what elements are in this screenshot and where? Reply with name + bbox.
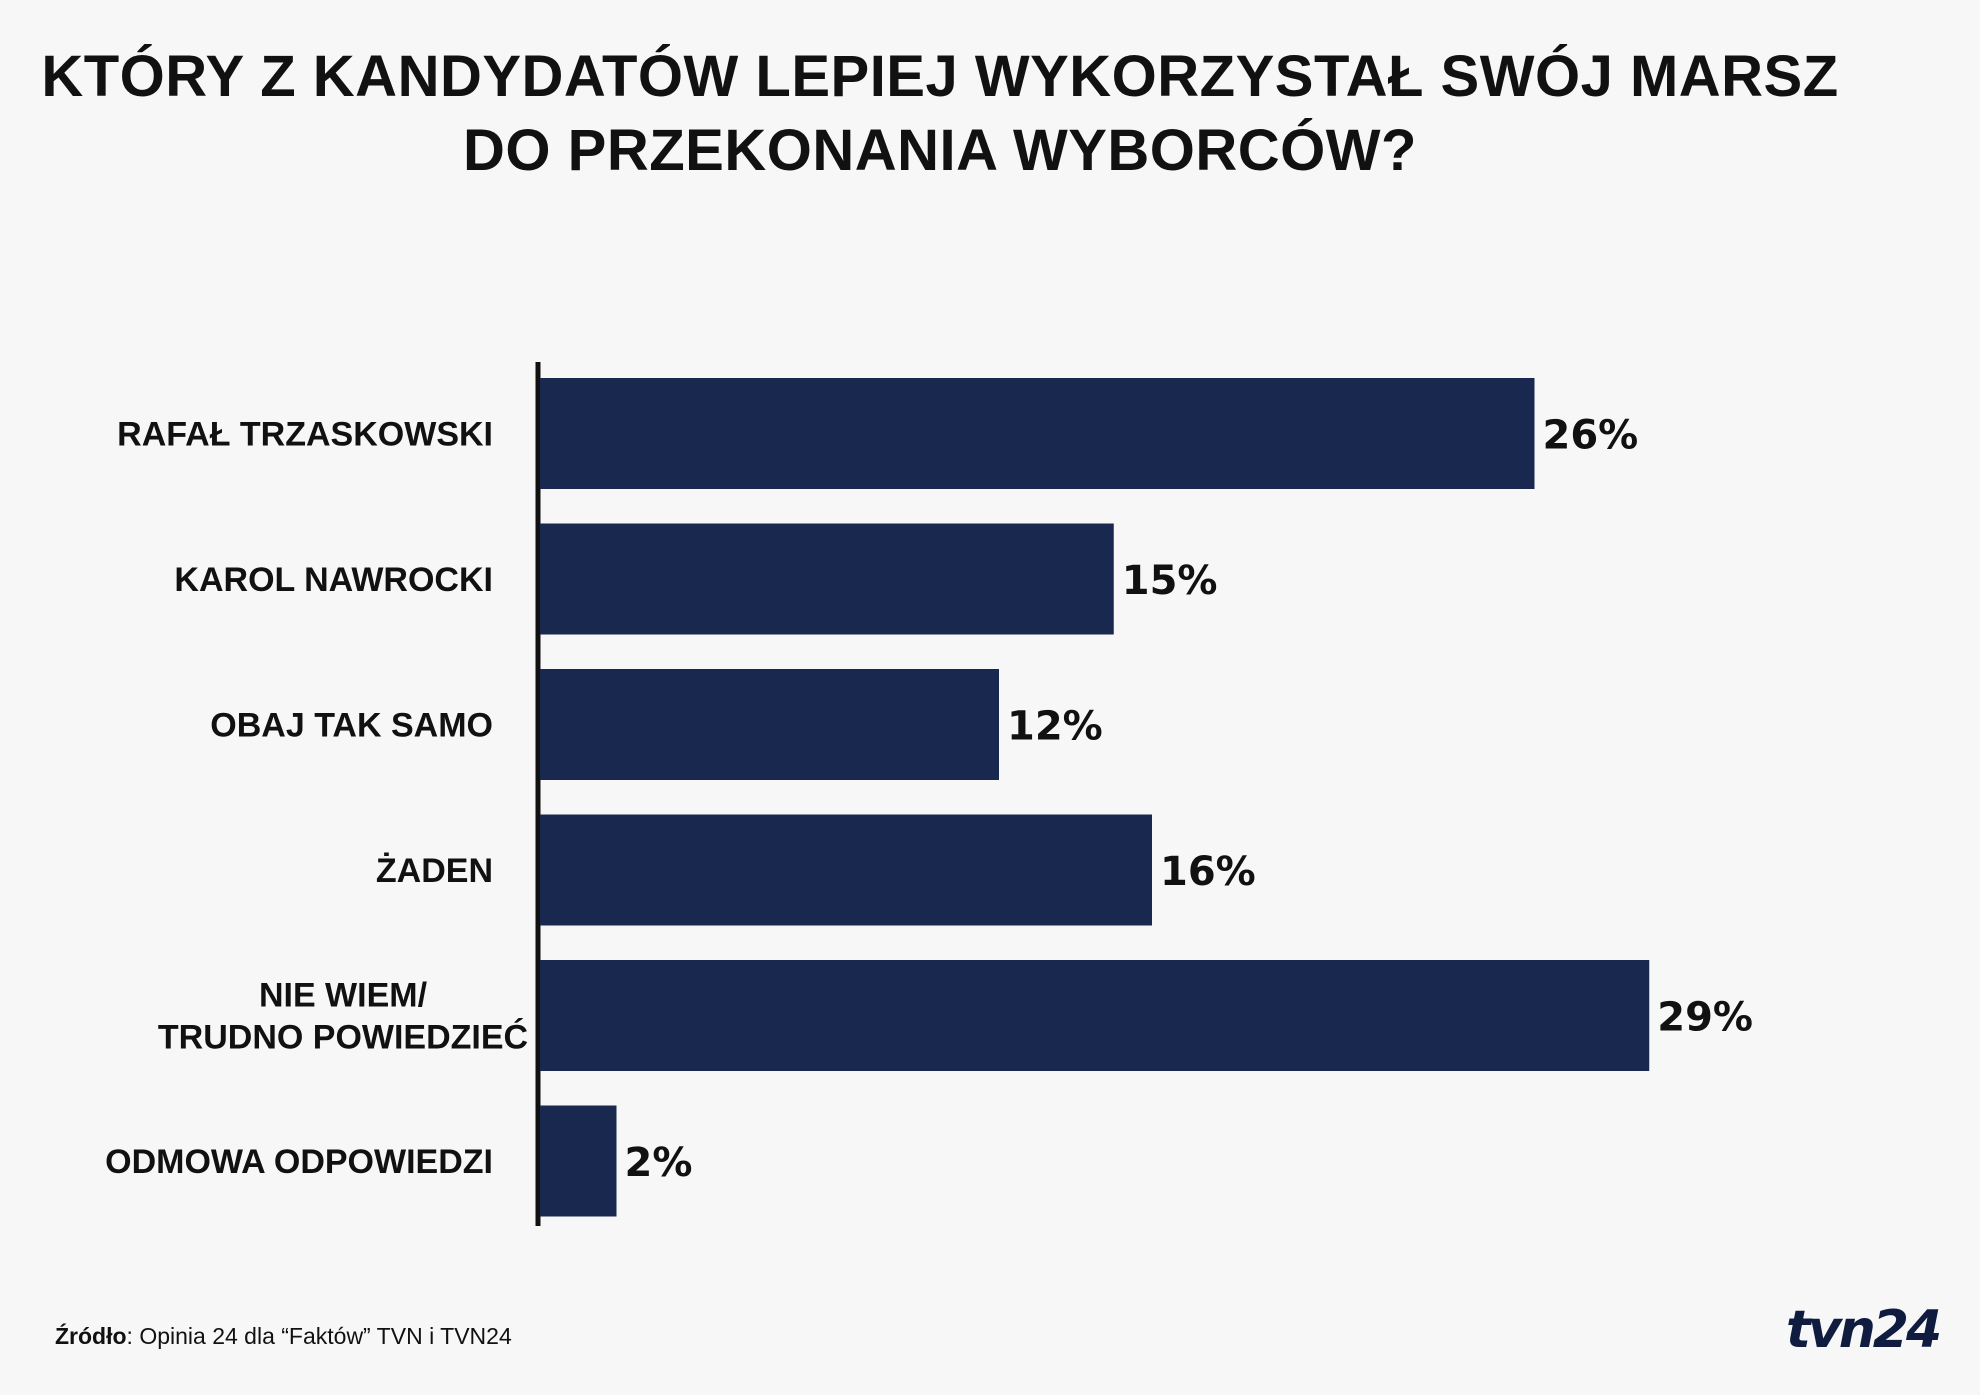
- bar-3: [540, 814, 1152, 926]
- bar-5: [540, 1105, 617, 1217]
- category-label-4-1: TRUDNO POWIEDZIEĆ: [158, 1019, 528, 1057]
- title-line-1: KTÓRY Z KANDYDATÓW LEPIEJ WYKORZYSTAŁ SW…: [41, 44, 1839, 109]
- value-label-3: 16%: [1160, 849, 1256, 895]
- category-label-2-0: OBAJ TAK SAMO: [210, 707, 493, 745]
- category-label-1-0: KAROL NAWROCKI: [174, 561, 493, 599]
- bar-1: [540, 523, 1114, 635]
- category-label-3-0: ŻADEN: [376, 852, 493, 890]
- value-label-1: 15%: [1122, 558, 1218, 604]
- value-label-0: 26%: [1543, 413, 1639, 459]
- source-note: Źródło: Opinia 24 dla “Faktów” TVN i TVN…: [55, 1323, 512, 1350]
- bar-4: [540, 960, 1650, 1071]
- value-label-2: 12%: [1007, 704, 1103, 750]
- value-label-4: 29%: [1657, 995, 1753, 1041]
- bars-group: 26% RAFAŁ TRZASKOWSKI 15% KAROL NAWROCKI 12%…: [105, 378, 1753, 1217]
- category-label-0-0: RAFAŁ TRZASKOWSKI: [117, 416, 493, 454]
- title-line-2: DO PRZEKONANIA WYBORCÓW?: [463, 118, 1417, 183]
- source-label: Źródło: [55, 1323, 127, 1349]
- category-label-4-0: NIE WIEM/: [259, 977, 428, 1015]
- value-label-5: 2%: [625, 1140, 693, 1186]
- category-label-5-0: ODMOWA ODPOWIEDZI: [105, 1143, 493, 1181]
- bar-0: [540, 378, 1535, 489]
- bar-2: [540, 669, 999, 780]
- chart-title: KTÓRY Z KANDYDATÓW LEPIEJ WYKORZYSTAŁ SW…: [0, 40, 1880, 188]
- source-text: : Opinia 24 dla “Faktów” TVN i TVN24: [126, 1323, 512, 1349]
- tvn24-logo: tvn24: [1786, 1300, 1942, 1360]
